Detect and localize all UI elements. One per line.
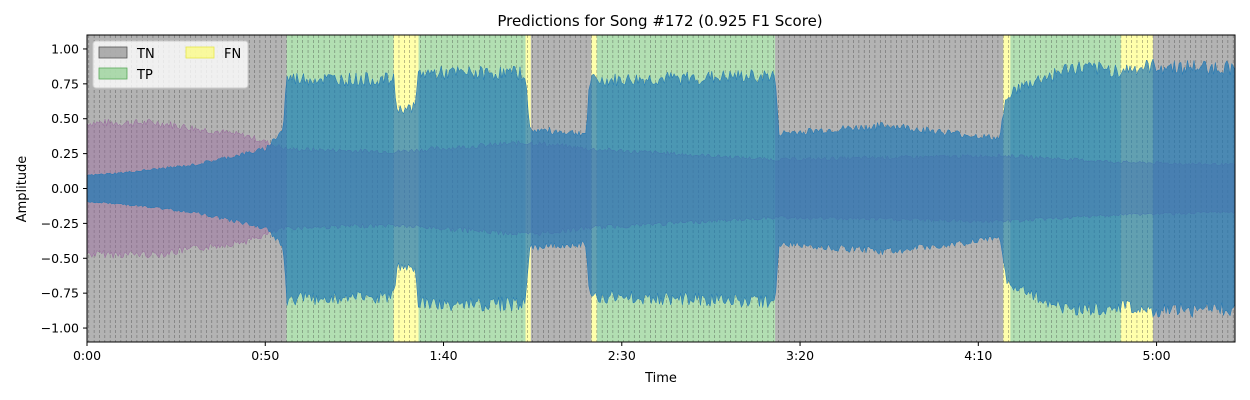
x-tick-label: 1:40 [429,348,457,363]
chart-title: Predictions for Song #172 (0.925 F1 Scor… [497,12,822,30]
x-tick-label: 3:20 [786,348,814,363]
x-axis-label: Time [644,371,677,386]
y-axis-ticks: 1.00 0.75 0.50 0.25 0.00 −0.25 −0.50 −0.75 −1.00 [41,41,87,336]
x-tick-label: 4:10 [964,348,992,363]
y-axis-label: Amplitude [15,156,30,223]
x-tick-label: 0:50 [251,348,279,363]
legend-label-tn: TN [136,47,155,62]
legend-swatch-tp [98,67,128,80]
legend-entry-tn: TN [98,46,155,62]
legend-entry-tp: TP [98,67,153,83]
x-tick-label: 2:30 [608,348,636,363]
waveform [87,58,1235,319]
y-tick-label: 0.50 [51,111,79,126]
legend-entry-fn: FN [185,46,241,62]
y-tick-label: −1.00 [41,321,79,336]
y-tick-label: −0.50 [41,251,79,266]
y-tick-label: 0.00 [51,181,79,196]
y-tick-label: 0.75 [51,76,79,91]
x-tick-label: 0:00 [73,348,101,363]
y-tick-label: 0.25 [51,146,79,161]
legend-swatch-fn [185,46,215,59]
legend: TN TP FN [92,40,249,89]
y-tick-label: −0.25 [41,216,79,231]
plot-area [87,35,1235,342]
y-tick-label: 1.00 [51,41,79,56]
x-axis-ticks: 0:00 0:50 1:40 2:30 3:20 4:10 5:00 [73,342,1171,363]
y-tick-label: −0.75 [41,286,79,301]
waveform-primary [87,58,1235,319]
legend-swatch-tn [98,46,128,59]
x-tick-label: 5:00 [1143,348,1171,363]
legend-label-tp: TP [136,68,153,83]
legend-label-fn: FN [224,47,241,62]
